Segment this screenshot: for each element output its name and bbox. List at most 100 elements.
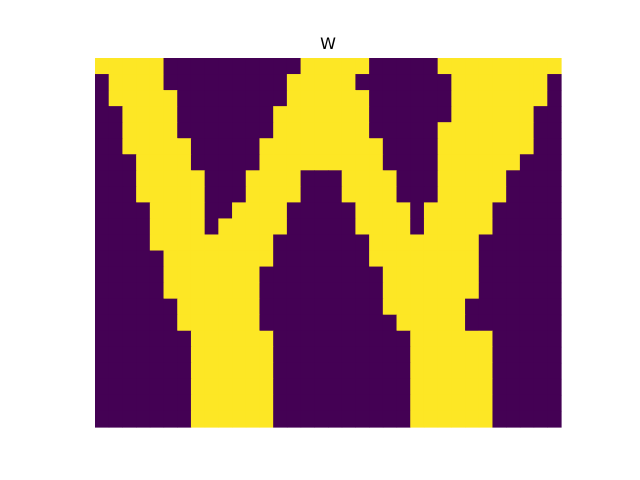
heatmap-cell — [465, 346, 480, 364]
heatmap-cell — [177, 218, 192, 236]
heatmap-cell — [163, 74, 178, 91]
heatmap-cell — [204, 218, 219, 236]
heatmap-cell — [122, 90, 137, 107]
heatmap-cell — [478, 394, 494, 412]
heatmap-cell — [300, 346, 315, 364]
heatmap-cell — [506, 282, 521, 300]
heatmap-cell — [300, 362, 315, 380]
heatmap-cell — [232, 314, 247, 332]
heatmap-cell — [218, 266, 233, 284]
heatmap-cell — [177, 314, 192, 332]
heatmap-cell — [410, 282, 425, 300]
heatmap-cell — [506, 90, 521, 107]
heatmap-cell — [465, 170, 480, 187]
heatmap-cell — [108, 234, 124, 252]
heatmap-cell — [451, 314, 466, 332]
heatmap-cell — [355, 298, 370, 316]
heatmap-cell — [410, 394, 425, 412]
heatmap-cell — [478, 346, 494, 364]
heatmap-cell — [163, 362, 178, 380]
heatmap-cell — [506, 314, 521, 332]
heatmap-cell — [355, 250, 370, 268]
heatmap-cell — [341, 122, 357, 139]
heatmap-cell — [437, 298, 452, 316]
heatmap-cell — [423, 266, 439, 284]
heatmap-cell — [465, 234, 480, 252]
heatmap-cell — [108, 106, 124, 123]
heatmap-cell — [232, 218, 247, 236]
heatmap-cell — [328, 394, 343, 412]
heatmap-cell — [328, 266, 343, 284]
heatmap-cell — [273, 218, 288, 236]
heatmap-cell — [286, 378, 302, 396]
heatmap-cell — [478, 298, 494, 316]
heatmap-cell — [245, 58, 261, 75]
heatmap-cell — [314, 394, 329, 412]
heatmap-cell — [396, 138, 411, 155]
heatmap-cell — [519, 346, 535, 364]
heatmap-cell — [519, 298, 535, 316]
heatmap-cell — [314, 106, 329, 123]
heatmap-cell — [314, 410, 329, 428]
heatmap-cell — [190, 394, 206, 412]
heatmap-cell — [245, 314, 261, 332]
heatmap-cell — [451, 250, 466, 268]
heatmap-cell — [190, 170, 206, 187]
heatmap-cell — [259, 90, 274, 107]
heatmap-cell — [465, 362, 480, 380]
heatmap-cell — [328, 202, 343, 220]
heatmap-cell — [547, 250, 562, 268]
heatmap-cell — [286, 154, 302, 171]
heatmap-cell — [369, 106, 384, 123]
heatmap-cell — [478, 330, 494, 348]
heatmap-cell — [286, 218, 302, 236]
heatmap-cell — [355, 74, 370, 91]
heatmap-cell — [328, 218, 343, 236]
heatmap-cell — [396, 154, 411, 171]
heatmap-cell — [190, 218, 206, 236]
heatmap-cell — [396, 90, 411, 107]
heatmap-cell — [533, 266, 548, 284]
heatmap-cell — [163, 234, 178, 252]
heatmap-cell — [423, 410, 439, 428]
heatmap-cell — [190, 202, 206, 220]
heatmap-cell — [478, 282, 494, 300]
heatmap-cell — [314, 330, 329, 348]
heatmap-cell — [259, 282, 274, 300]
heatmap-cell — [355, 330, 370, 348]
heatmap-cell — [286, 282, 302, 300]
heatmap-cell — [355, 314, 370, 332]
heatmap-cell — [108, 154, 124, 171]
heatmap-cell — [108, 202, 124, 220]
heatmap-cell — [149, 330, 165, 348]
heatmap-cell — [122, 362, 137, 380]
heatmap-cell — [95, 362, 110, 380]
heatmap-cell — [300, 330, 315, 348]
heatmap-cell — [149, 250, 165, 268]
heatmap-cell — [314, 234, 329, 252]
heatmap-cell — [492, 234, 507, 252]
heatmap-cell — [547, 346, 562, 364]
heatmap-cell — [286, 138, 302, 155]
heatmap-cell — [328, 314, 343, 332]
heatmap-cell — [519, 170, 535, 187]
heatmap-cell — [232, 170, 247, 187]
heatmap-cell — [423, 282, 439, 300]
heatmap-cell — [286, 298, 302, 316]
heatmap-cell — [382, 378, 398, 396]
heatmap-cell — [328, 330, 343, 348]
heatmap-cell — [149, 186, 165, 203]
heatmap-cell — [451, 202, 466, 220]
heatmap-cell — [204, 138, 219, 155]
heatmap-cell — [177, 234, 192, 252]
heatmap-cell — [314, 314, 329, 332]
heatmap-cell — [382, 250, 398, 268]
heatmap-cell — [396, 378, 411, 396]
heatmap-cell — [533, 74, 548, 91]
heatmap-cell — [355, 234, 370, 252]
heatmap-cell — [478, 266, 494, 284]
heatmap-cell — [410, 378, 425, 396]
heatmap-cell — [369, 330, 384, 348]
heatmap-cell — [396, 298, 411, 316]
